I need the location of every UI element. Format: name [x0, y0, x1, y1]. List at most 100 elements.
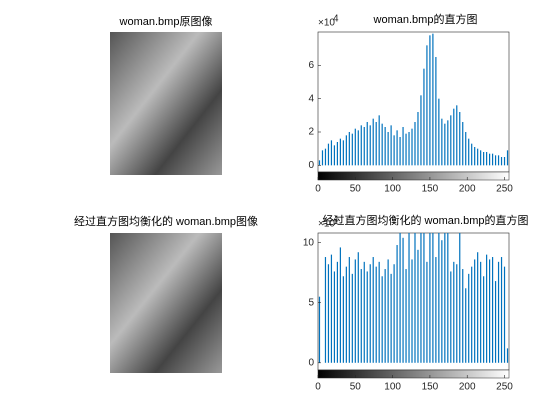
bar	[441, 118, 443, 166]
bar	[357, 252, 359, 363]
bar	[506, 348, 509, 363]
x-tick-label: 0	[315, 382, 321, 393]
bar	[405, 269, 407, 363]
bar	[414, 122, 416, 166]
bar	[399, 233, 401, 363]
bar	[429, 233, 431, 363]
bar	[497, 261, 500, 363]
bar	[378, 261, 380, 363]
bar	[369, 264, 371, 363]
bar	[465, 288, 467, 363]
x-tick-label: 50	[350, 382, 362, 393]
bar	[459, 233, 461, 363]
x-tick-label: 200	[459, 382, 476, 393]
bar	[327, 264, 330, 363]
bar	[336, 261, 338, 363]
bar	[483, 276, 485, 363]
bar	[432, 233, 434, 363]
x-tick-label: 150	[422, 184, 439, 195]
bar	[381, 276, 383, 363]
image-title: woman.bmp原图像	[119, 15, 213, 28]
x-tick-label: 150	[422, 382, 439, 393]
bar	[474, 259, 476, 363]
bar	[486, 152, 488, 166]
bar	[420, 95, 422, 166]
bar	[339, 247, 341, 363]
bar	[330, 140, 333, 166]
bar	[396, 245, 398, 363]
bar	[393, 264, 395, 363]
bar	[333, 271, 336, 363]
bar	[393, 135, 395, 166]
bar	[360, 125, 362, 166]
bar	[339, 138, 341, 166]
x-tick-label: 100	[384, 184, 401, 195]
bar	[480, 150, 482, 166]
bar	[354, 259, 356, 363]
bar	[450, 271, 452, 363]
image	[110, 32, 222, 175]
bar	[357, 130, 359, 166]
y-tick-label: 0	[308, 357, 314, 368]
bar	[333, 145, 336, 166]
bar	[411, 128, 413, 166]
bar	[480, 261, 482, 363]
bar	[366, 122, 368, 166]
bar	[375, 122, 377, 166]
bar	[503, 157, 506, 166]
bar	[441, 240, 443, 363]
bar	[366, 271, 368, 363]
chart-title: 经过直方图均衡化的 woman.bmp的直方图	[323, 213, 529, 227]
bar	[372, 257, 374, 363]
y-tick-label: 5	[308, 297, 314, 308]
bar	[348, 132, 350, 166]
bar	[486, 254, 488, 363]
bar	[342, 140, 344, 166]
bar	[402, 237, 404, 363]
bar	[405, 133, 407, 166]
bar	[363, 261, 365, 363]
y-multiplier: ×10	[318, 18, 335, 29]
bar	[387, 259, 389, 363]
bar	[369, 125, 371, 166]
bar	[408, 233, 410, 363]
bar	[444, 123, 446, 166]
bar	[447, 120, 449, 166]
bar	[503, 266, 506, 363]
colorbar	[317, 369, 510, 379]
bar	[453, 261, 455, 363]
bar	[423, 233, 425, 363]
bar	[378, 115, 380, 166]
bar	[318, 296, 321, 363]
plot-area	[318, 233, 509, 363]
plot-area	[318, 33, 509, 166]
bar	[477, 148, 479, 166]
bar	[417, 249, 419, 363]
bar	[390, 125, 392, 166]
y-tick-label: 10	[303, 237, 315, 248]
x-tick-label: 0	[315, 184, 321, 195]
bar	[330, 254, 333, 363]
bar	[345, 135, 347, 166]
y-tick-label: 2	[308, 127, 314, 138]
bar	[474, 147, 476, 166]
bar	[471, 266, 473, 363]
bar	[438, 233, 440, 363]
bar	[450, 115, 452, 166]
bar	[420, 233, 422, 363]
bar	[327, 143, 330, 166]
bar	[494, 281, 497, 363]
colorbar	[317, 171, 510, 181]
bar	[435, 257, 437, 363]
bar	[321, 150, 324, 166]
bar	[324, 148, 327, 166]
bar	[432, 33, 434, 166]
bar	[489, 259, 491, 363]
bar	[399, 137, 401, 166]
bar	[465, 132, 467, 166]
bar	[500, 157, 503, 166]
bar	[426, 261, 428, 363]
bar	[390, 273, 392, 363]
bar	[456, 264, 458, 363]
